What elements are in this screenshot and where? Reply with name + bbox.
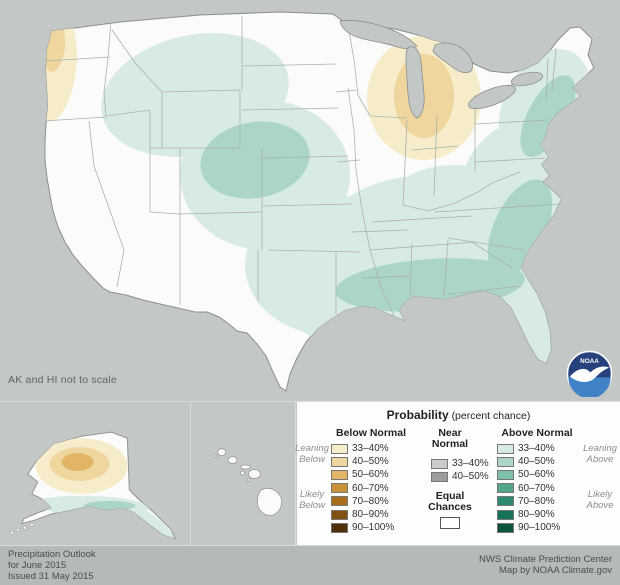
legend-row: 60–70%	[497, 482, 560, 495]
above-normal-header: Above Normal	[501, 427, 573, 439]
hawaii-map	[192, 402, 295, 546]
legend-row-label: 50–60%	[352, 469, 389, 481]
legend-row-label: 33–40%	[352, 443, 389, 455]
legend-swatch	[497, 522, 514, 533]
legend-swatch	[331, 522, 348, 533]
legend-row: 40–50%	[497, 455, 560, 468]
lake-huron	[432, 42, 473, 74]
legend-panel: Probability (percent chance) Below Norma…	[295, 402, 620, 546]
legend-swatch	[497, 509, 514, 520]
legend-row-label: 60–70%	[518, 482, 555, 494]
hawaiian-islands	[213, 448, 282, 516]
lake-michigan	[405, 46, 425, 119]
state-borders	[45, 16, 561, 317]
legend-row: 50–60%	[497, 468, 560, 481]
legend-row-label: 33–40%	[452, 458, 489, 470]
lake-erie	[468, 84, 516, 110]
noaa-logo: NOAA	[566, 350, 613, 397]
legend-row-label: 40–50%	[352, 456, 389, 468]
legend-row: 80–90%	[497, 508, 560, 521]
aleutian-islands	[10, 522, 34, 535]
legend-swatch	[497, 456, 514, 467]
scale-note: AK and HI not to scale	[8, 374, 117, 386]
legend-row: 70–80%	[497, 495, 560, 508]
legend-title: Probability (percent chance)	[297, 408, 620, 422]
legend-swatch	[431, 471, 448, 482]
likely-below-label: Likely Below	[299, 489, 325, 511]
likely-above-label: Likely Above	[586, 489, 614, 511]
legend-row-label: 80–90%	[518, 509, 555, 521]
footer-issuance-info: Precipitation Outlook for June 2015 Issu…	[8, 549, 96, 582]
legend-swatch	[331, 456, 348, 467]
legend-row: 90–100%	[497, 521, 560, 534]
legend-row: 33–40%	[331, 442, 394, 455]
legend-swatch	[331, 496, 348, 507]
equal-chances-swatch	[440, 517, 460, 529]
lake-ontario	[510, 71, 544, 87]
legend-swatch	[331, 443, 348, 454]
legend-row: 70–80%	[331, 495, 394, 508]
legend-row-label: 70–80%	[352, 495, 389, 507]
legend-row-label: 60–70%	[352, 482, 389, 494]
legend-row: 50–60%	[331, 468, 394, 481]
hawaii-inset-map	[192, 402, 296, 546]
footer-source: NWS Climate Prediction Center	[478, 554, 612, 565]
leaning-above-label: Leaning Above	[583, 443, 617, 465]
alaska-map	[0, 402, 190, 546]
legend-swatch	[497, 496, 514, 507]
legend-swatch	[331, 483, 348, 494]
legend-row: 90–100%	[331, 521, 394, 534]
bottom-row: Probability (percent chance) Below Norma…	[0, 401, 620, 546]
equal-chances-label: Equal Chances	[428, 490, 472, 513]
footer-valid-period: for June 2015	[8, 560, 67, 571]
legend-row: 33–40%	[497, 442, 560, 455]
below-normal-scale: 33–40% 40–50% 50–60% 60–70% 70–80% 80–90…	[331, 442, 394, 534]
legend-swatch	[331, 509, 348, 520]
footer-credits: NWS Climate Prediction Center Map by NOA…	[479, 554, 612, 576]
near-normal-scale: 33–40% 40–50%	[431, 457, 489, 483]
footer-issued-date: Issued 31 May 2015	[8, 571, 94, 582]
legend-swatch	[497, 483, 514, 494]
legend-row-label: 90–100%	[518, 522, 561, 534]
leaning-below-label: Leaning Below	[295, 443, 329, 465]
lake-superior	[339, 20, 418, 50]
legend-row-label: 40–50%	[518, 456, 555, 468]
legend-swatch	[331, 469, 348, 480]
legend-row: 80–90%	[331, 508, 394, 521]
legend-row-label: 80–90%	[352, 509, 389, 521]
legend-swatch	[497, 469, 514, 480]
noaa-logo-text: NOAA	[580, 358, 599, 365]
legend-row-label: 40–50%	[452, 471, 489, 483]
footer-bar: Precipitation Outlook for June 2015 Issu…	[0, 545, 620, 585]
legend-title-suffix: (percent chance)	[451, 410, 531, 422]
noaa-gull-icon	[569, 366, 610, 382]
legend-row-label: 70–80%	[518, 495, 555, 507]
above-normal-scale: 33–40% 40–50% 50–60% 60–70% 70–80% 80–90…	[497, 442, 560, 534]
legend-row-label: 90–100%	[352, 522, 395, 534]
footer-mapmaker: Map by NOAA Climate.gov	[499, 565, 612, 576]
great-lakes	[339, 20, 544, 119]
above-normal-40-50-region	[200, 75, 576, 312]
legend-row-label: 33–40%	[518, 443, 555, 455]
noaa-logo-lower-half	[568, 377, 611, 397]
legend-row: 60–70%	[331, 482, 394, 495]
legend-row: 40–50%	[431, 470, 489, 483]
conus-map-area: AK and HI not to scale NOAA	[8, 11, 613, 397]
alaska-inset-map	[0, 402, 191, 546]
below-normal-header: Below Normal	[335, 427, 406, 439]
legend-row: 40–50%	[331, 455, 394, 468]
legend-swatch	[431, 458, 448, 469]
legend-row-label: 50–60%	[518, 469, 555, 481]
near-normal-header: Near Normal	[431, 427, 469, 450]
legend-swatch	[497, 443, 514, 454]
conus-map	[44, 11, 595, 392]
alaska-below-normal-region	[35, 438, 128, 494]
footer-product-title: Precipitation Outlook	[8, 549, 96, 560]
legend-title-main: Probability	[386, 408, 449, 422]
legend-row: 33–40%	[431, 457, 489, 470]
